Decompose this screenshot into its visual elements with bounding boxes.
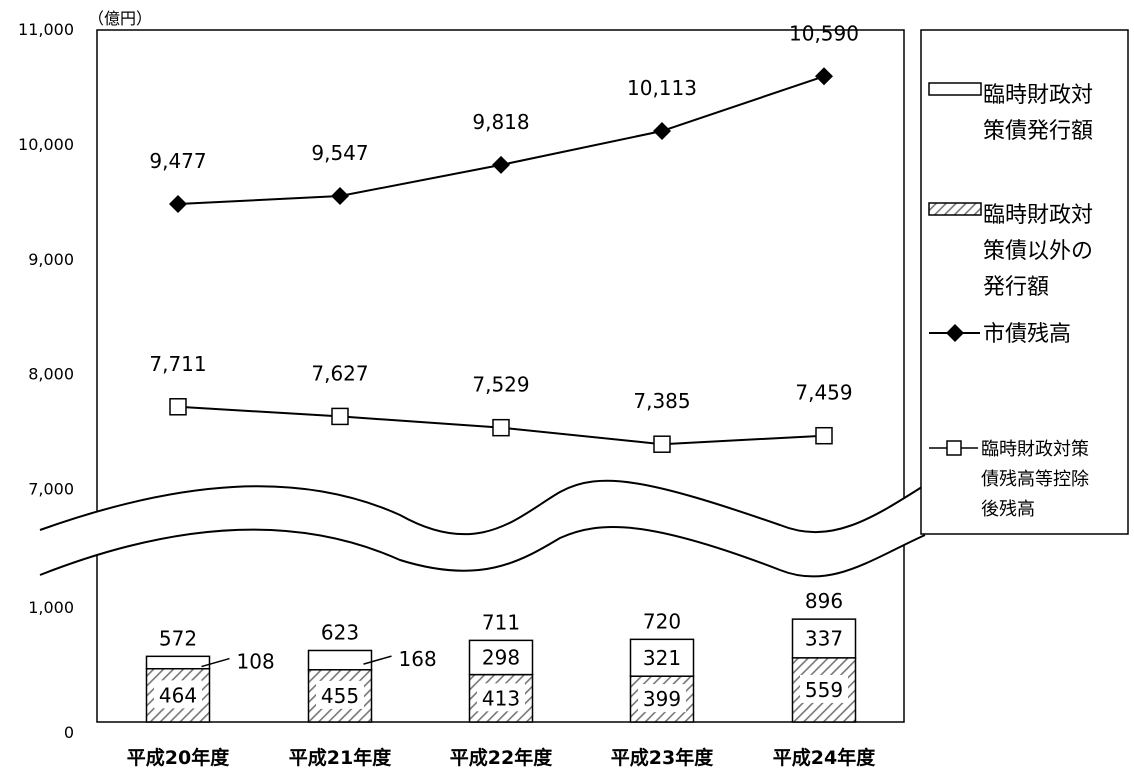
- category-label: 平成22年度: [450, 746, 553, 769]
- point-marker-adjusted-balance: [653, 435, 671, 453]
- bar-total-label: 572: [159, 626, 197, 650]
- legend-label: 臨時財政対策: [981, 439, 1089, 460]
- legend-diamond-icon: [946, 324, 964, 342]
- point-marker-debt-balance: [331, 187, 349, 206]
- y-tick-label: 7,000: [28, 479, 74, 498]
- line-data-label: 9,547: [311, 141, 368, 165]
- bar-total-label: 720: [643, 609, 681, 633]
- legend-label: 債残高等控除: [981, 469, 1089, 490]
- category-label: 平成24年度: [773, 746, 876, 769]
- legend-label: 臨時財政対: [983, 83, 1093, 108]
- bar-segment-temp-issuance: [145, 655, 211, 670]
- bar-label-other-issuance: 464: [159, 683, 197, 707]
- axis-break: [39, 479, 926, 578]
- data-label-bg: [800, 674, 848, 703]
- data-label-bg: [316, 680, 364, 709]
- y-tick-label: 10,000: [18, 135, 74, 154]
- bar-label-temp-issuance: 337: [805, 626, 843, 650]
- point-marker-adjusted-balance: [492, 418, 510, 437]
- line-data-label: 9,477: [149, 149, 206, 173]
- line-data-label: 7,385: [633, 389, 690, 413]
- bar-label-other-issuance: 413: [482, 686, 520, 710]
- line-data-label: 7,529: [472, 373, 529, 397]
- category-label: 平成20年度: [127, 746, 230, 769]
- line-data-label: 7,711: [149, 352, 206, 376]
- line-data-label: 9,818: [472, 110, 529, 134]
- bar-label-temp-issuance: 321: [643, 646, 681, 670]
- point-marker-debt-balance: [815, 67, 833, 86]
- legend-label: 策債以外の: [983, 239, 1093, 264]
- bar-label-temp-issuance: 298: [482, 645, 520, 669]
- leader-line: [201, 657, 230, 668]
- legend-label: 臨時財政対: [983, 203, 1093, 228]
- leader-line: [363, 655, 392, 665]
- y-tick-label: 11,000: [18, 20, 74, 39]
- point-marker-adjusted-balance: [331, 407, 349, 426]
- bar-total-label: 623: [321, 620, 359, 644]
- data-label-bg: [477, 683, 525, 712]
- data-label-bg: [154, 680, 202, 709]
- bar-segment-temp-issuance: [629, 638, 695, 677]
- line-data-label: 10,113: [627, 76, 697, 100]
- series-line: [177, 75, 825, 206]
- line-data-label: 10,590: [789, 21, 859, 45]
- point-marker-debt-balance: [169, 195, 187, 214]
- legend-label: 市債残高: [983, 322, 1071, 347]
- bar-segment-temp-issuance: [468, 639, 534, 676]
- bar-label-temp-issuance: 108: [237, 650, 275, 674]
- legend-label: 発行額: [983, 275, 1049, 300]
- y-tick-label: 0: [64, 723, 74, 742]
- legend-label: 後残高: [981, 499, 1035, 520]
- bar-total-label: 711: [482, 610, 520, 634]
- bar-segment-temp-issuance: [791, 618, 857, 659]
- bar-total-label: 896: [805, 589, 843, 613]
- y-tick-label: 1,000: [28, 598, 74, 617]
- y-tick-label: 8,000: [28, 365, 74, 384]
- bar-label-other-issuance: 455: [321, 684, 359, 708]
- legend-swatch-hatched: [928, 202, 982, 216]
- point-marker-debt-balance: [492, 155, 510, 174]
- category-label: 平成23年度: [611, 746, 714, 769]
- point-marker-adjusted-balance: [815, 426, 833, 445]
- point-marker-adjusted-balance: [169, 398, 187, 416]
- bar-label-other-issuance: 559: [805, 678, 843, 702]
- legend-label: 策債発行額: [983, 119, 1093, 144]
- bar-label-other-issuance: 399: [643, 687, 681, 711]
- category-label: 平成21年度: [289, 746, 392, 769]
- legend-swatch-white: [928, 82, 982, 96]
- line-data-label: 7,459: [795, 381, 852, 405]
- unit-label: （億円）: [88, 9, 152, 28]
- y-tick-label: 9,000: [28, 250, 74, 269]
- legend-square-icon: [946, 440, 962, 456]
- data-label-bg: [638, 684, 686, 713]
- line-data-label: 7,627: [311, 361, 368, 385]
- point-marker-debt-balance: [653, 122, 671, 141]
- bar-segment-temp-issuance: [307, 649, 373, 671]
- bar-label-temp-issuance: 168: [399, 647, 437, 671]
